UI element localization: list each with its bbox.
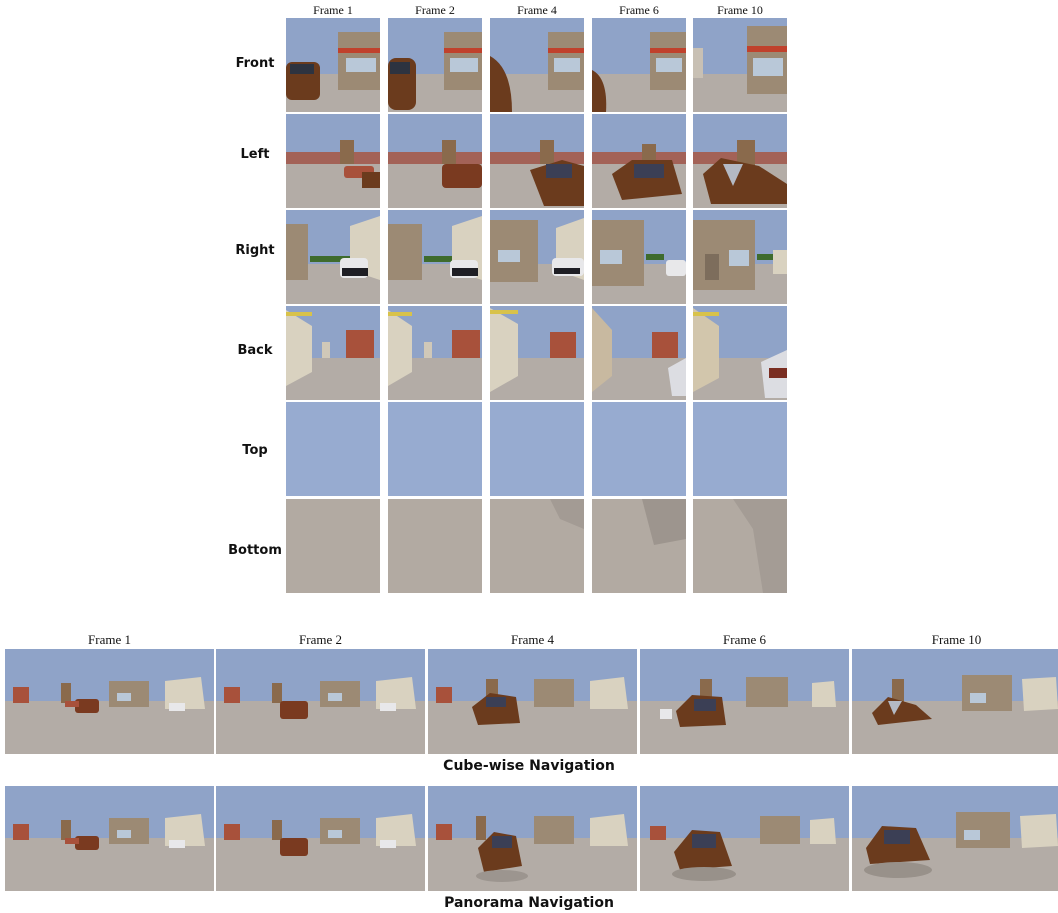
cube-tile-bottom-frame6 — [592, 499, 686, 593]
cube-tile-right-frame1 — [286, 210, 380, 304]
cube-tile-left-frame2 — [388, 114, 482, 208]
cube-tile-right-frame2 — [388, 210, 482, 304]
cube-tile-left-frame1 — [286, 114, 380, 208]
cube-wise-caption: Cube-wise Navigation — [443, 758, 615, 774]
cube-tile-back-frame4 — [490, 306, 584, 400]
cube-wise-panorama-frame1 — [5, 649, 214, 754]
cube-tile-front-frame4 — [490, 18, 584, 112]
panorama-nav-frame6 — [640, 786, 849, 891]
cube-tile-top-frame1 — [286, 402, 380, 496]
cube-tile-front-frame10 — [693, 18, 787, 112]
cube-frame-header: Frame 2 — [415, 3, 455, 17]
cube-tile-front-frame6 — [592, 18, 686, 112]
cube-tile-back-frame2 — [388, 306, 482, 400]
cube-wise-panorama-frame4 — [428, 649, 637, 754]
pano-frame-header: Frame 10 — [931, 632, 982, 647]
cube-frame-header: Frame 1 — [313, 3, 353, 17]
face-label-bottom: Bottom — [228, 543, 282, 558]
cube-tile-bottom-frame2 — [388, 499, 482, 593]
face-label-left: Left — [240, 147, 270, 162]
cube-wise-panorama-frame2 — [216, 649, 425, 754]
cube-tile-back-frame10 — [693, 306, 787, 400]
pano-frame-header: Frame 4 — [511, 632, 554, 647]
cube-frame-header: Frame 6 — [619, 3, 659, 17]
cube-tile-bottom-frame4 — [490, 499, 584, 593]
cube-frame-header: Frame 4 — [517, 3, 557, 17]
cube-tile-left-frame4 — [490, 114, 584, 208]
face-label-top: Top — [242, 443, 268, 458]
cube-tile-back-frame6 — [592, 306, 686, 400]
cube-tile-bottom-frame1 — [286, 499, 380, 593]
cube-tile-right-frame4 — [490, 210, 584, 304]
pano-frame-header: Frame 2 — [299, 632, 342, 647]
face-label-front: Front — [235, 56, 275, 71]
cube-frame-header: Frame 10 — [717, 3, 763, 17]
cube-tile-front-frame2 — [388, 18, 482, 112]
face-label-back: Back — [237, 343, 273, 358]
cube-tile-front-frame1 — [286, 18, 380, 112]
panorama-nav-frame2 — [216, 786, 425, 891]
pano-frame-header: Frame 6 — [723, 632, 766, 647]
cube-tile-back-frame1 — [286, 306, 380, 400]
face-label-right: Right — [235, 243, 275, 258]
cube-wise-panorama-frame10 — [852, 649, 1058, 754]
cube-tile-right-frame10 — [693, 210, 787, 304]
cube-tile-bottom-frame10 — [693, 499, 787, 593]
cube-tile-top-frame2 — [388, 402, 482, 496]
panorama-nav-frame1 — [5, 786, 214, 891]
cube-tile-top-frame10 — [693, 402, 787, 496]
panorama-nav-frame4 — [428, 786, 637, 891]
cube-tile-left-frame10 — [693, 114, 787, 208]
panorama-nav-frame10 — [852, 786, 1058, 891]
cube-tile-right-frame6 — [592, 210, 686, 304]
cube-tile-top-frame4 — [490, 402, 584, 496]
panorama-navigation-caption: Panorama Navigation — [444, 895, 614, 911]
cube-tile-top-frame6 — [592, 402, 686, 496]
cube-tile-left-frame6 — [592, 114, 686, 208]
cube-wise-panorama-frame6 — [640, 649, 849, 754]
pano-frame-header: Frame 1 — [88, 632, 131, 647]
